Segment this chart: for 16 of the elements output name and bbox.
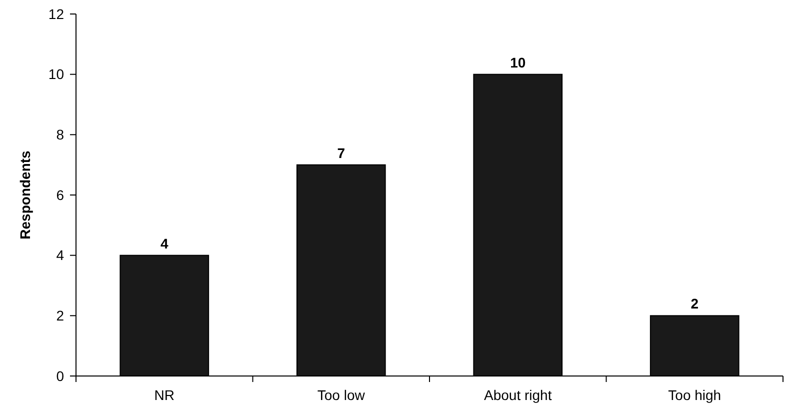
data-label: 7 bbox=[337, 144, 346, 161]
y-tick-label: 2 bbox=[56, 308, 64, 324]
y-tick-label: 10 bbox=[48, 66, 64, 82]
y-tick-label: 6 bbox=[56, 186, 64, 203]
data-label: 4 bbox=[160, 235, 168, 252]
y-tick-label: 4 bbox=[56, 247, 64, 264]
x-tick-label: NR bbox=[154, 387, 174, 403]
y-axis-title: Respondents bbox=[17, 150, 33, 240]
x-tick-label: Too high bbox=[668, 387, 722, 403]
data-label: 2 bbox=[690, 296, 699, 312]
data-label: 10 bbox=[510, 54, 526, 70]
y-tick-label: 0 bbox=[56, 368, 64, 384]
y-tick-label: 8 bbox=[56, 126, 64, 143]
y-tick-label: 12 bbox=[48, 6, 64, 22]
x-tick-label: Too low bbox=[317, 387, 366, 403]
x-tick-label: About right bbox=[484, 387, 552, 403]
